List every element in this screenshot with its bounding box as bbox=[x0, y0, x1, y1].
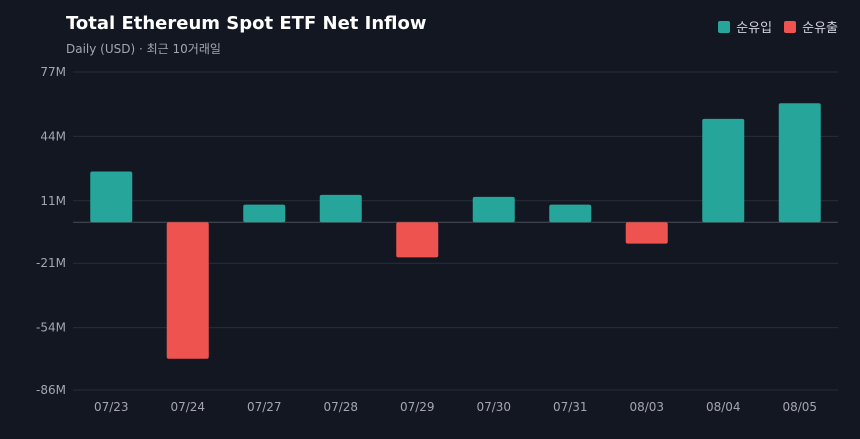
x-tick-label: 07/30 bbox=[476, 400, 511, 414]
bar-inflow bbox=[778, 103, 821, 223]
y-tick-label: -54M bbox=[36, 321, 66, 335]
y-tick-label: 11M bbox=[40, 194, 66, 208]
bar-inflow bbox=[549, 204, 592, 223]
x-tick-label: 08/04 bbox=[706, 400, 741, 414]
x-tick-label: 07/28 bbox=[323, 400, 358, 414]
bar-outflow bbox=[625, 222, 668, 244]
bar-outflow bbox=[166, 222, 209, 359]
x-tick-label: 07/31 bbox=[553, 400, 588, 414]
legend-label-inflow: 순유입 bbox=[736, 21, 773, 36]
y-tick-label: -86M bbox=[36, 383, 66, 397]
bar-inflow bbox=[702, 118, 745, 223]
x-tick-label: 08/05 bbox=[782, 400, 817, 414]
y-tick-label: -21M bbox=[36, 256, 66, 270]
x-tick-label: 07/29 bbox=[400, 400, 435, 414]
chart-title: Total Ethereum Spot ETF Net Inflow bbox=[66, 13, 427, 34]
bar-inflow bbox=[472, 196, 515, 223]
x-tick-label: 07/23 bbox=[94, 400, 129, 414]
legend-item-outflow[interactable]: 순유출 bbox=[784, 17, 838, 36]
x-tick-label: 08/03 bbox=[629, 400, 664, 414]
bar-outflow bbox=[396, 222, 439, 258]
legend-item-inflow[interactable]: 순유입 bbox=[718, 17, 772, 36]
bar-inflow bbox=[243, 204, 286, 223]
y-tick-label: 77M bbox=[40, 65, 66, 79]
x-tick-label: 07/24 bbox=[170, 400, 205, 414]
chart-legend: 순유입 순유출 bbox=[718, 17, 838, 36]
legend-swatch-inflow bbox=[718, 20, 731, 33]
legend-swatch-outflow bbox=[784, 20, 797, 33]
bar-inflow bbox=[90, 171, 133, 223]
legend-label-outflow: 순유출 bbox=[802, 21, 838, 36]
y-tick-label: 44M bbox=[40, 129, 66, 143]
x-tick-label: 07/27 bbox=[247, 400, 282, 414]
bar-inflow bbox=[319, 194, 362, 223]
chart-subtitle: Daily (USD) · 최근 10거래일 bbox=[66, 42, 221, 56]
